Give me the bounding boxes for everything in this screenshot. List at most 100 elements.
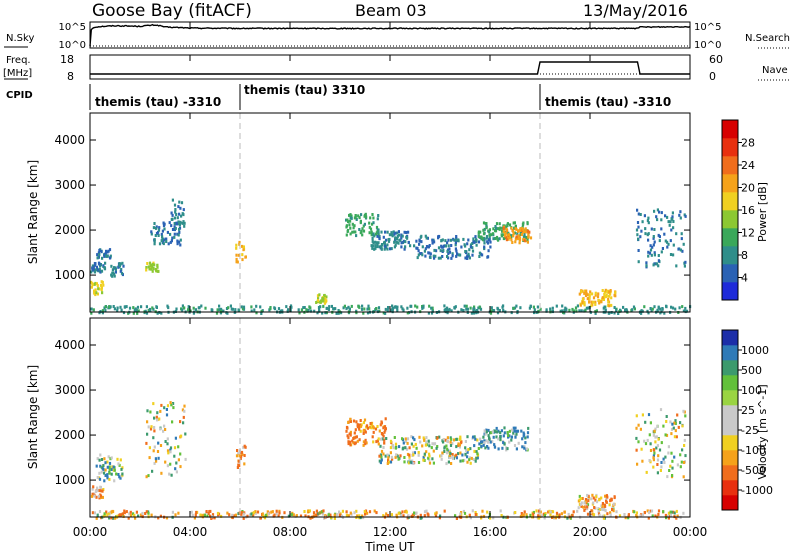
heat-cell xyxy=(300,308,303,312)
heat-cell xyxy=(476,452,479,456)
heat-cell xyxy=(513,306,517,310)
heat-cell xyxy=(358,514,361,518)
heat-cell xyxy=(505,448,508,452)
heat-cell xyxy=(240,512,243,516)
heat-cell xyxy=(101,489,104,493)
heat-cell xyxy=(653,251,656,255)
heat-cell xyxy=(515,304,518,308)
heat-cell xyxy=(468,458,471,462)
heat-cell xyxy=(383,240,386,244)
power-bg xyxy=(90,113,690,312)
heat-cell xyxy=(95,495,98,499)
heat-cell xyxy=(323,296,326,300)
heat-cell xyxy=(685,309,689,313)
heat-cell xyxy=(128,306,132,310)
heat-cell xyxy=(173,203,177,207)
heat-cell xyxy=(99,494,103,498)
heat-cell xyxy=(243,444,246,448)
heat-cell xyxy=(669,253,673,256)
heat-cell xyxy=(154,234,157,237)
y-tick-label: 1000 xyxy=(54,473,85,487)
heat-cell xyxy=(522,238,525,241)
nave-tick-high: 60 xyxy=(709,53,723,66)
heat-cell xyxy=(120,467,123,471)
heat-cell xyxy=(237,253,240,257)
heat-cell xyxy=(605,497,608,501)
heat-cell xyxy=(399,454,402,458)
heat-cell xyxy=(260,309,263,313)
heat-cell xyxy=(463,511,467,515)
heat-cell xyxy=(413,244,416,248)
heat-cell xyxy=(566,516,569,520)
heat-cell xyxy=(362,421,365,425)
heat-cell xyxy=(499,226,502,230)
heat-cell xyxy=(321,311,324,315)
heat-cell xyxy=(612,509,615,513)
heat-cell xyxy=(665,420,668,423)
heat-cell xyxy=(644,420,647,424)
heat-cell xyxy=(551,309,554,313)
heat-cell xyxy=(473,307,476,311)
heat-cell xyxy=(169,446,173,450)
heat-cell xyxy=(465,255,469,259)
heat-cell xyxy=(373,509,376,513)
heat-cell xyxy=(338,513,341,517)
heat-cell xyxy=(484,222,487,226)
heat-cell xyxy=(641,513,645,517)
heat-cell xyxy=(197,306,200,310)
heat-cell xyxy=(532,510,535,514)
heat-cell xyxy=(96,488,100,492)
heat-cell xyxy=(457,238,460,242)
heat-cell xyxy=(437,256,440,260)
heat-cell xyxy=(463,243,466,247)
heat-cell xyxy=(523,445,526,449)
heat-cell xyxy=(614,291,617,295)
heat-cell xyxy=(496,227,500,231)
heat-cell xyxy=(532,512,535,516)
heat-cell xyxy=(677,425,680,429)
heat-cell xyxy=(218,308,221,312)
heat-cell xyxy=(517,234,520,238)
heat-cell xyxy=(140,305,143,309)
heat-cell xyxy=(162,221,165,225)
heat-cell xyxy=(173,225,176,229)
heat-cell xyxy=(91,487,94,491)
heat-cell xyxy=(102,283,105,287)
heat-cell xyxy=(322,304,325,308)
heat-cell xyxy=(575,309,578,313)
heat-cell xyxy=(483,441,486,445)
heat-cell xyxy=(120,268,123,271)
heat-cell xyxy=(409,460,412,464)
heat-cell xyxy=(499,437,502,441)
heat-cell xyxy=(133,513,136,517)
heat-cell xyxy=(560,512,563,516)
heat-cell xyxy=(502,230,505,234)
heat-cell xyxy=(612,502,615,506)
heat-cell xyxy=(484,432,487,436)
heat-cell xyxy=(173,216,177,220)
heat-cell xyxy=(520,429,523,433)
heat-cell xyxy=(345,510,348,514)
heat-cell xyxy=(192,311,195,315)
heat-cell xyxy=(362,229,366,233)
heat-cell xyxy=(603,292,606,296)
heat-cell xyxy=(408,458,411,462)
heat-cell xyxy=(675,509,678,513)
heat-cell xyxy=(658,448,662,452)
heat-cell xyxy=(407,230,410,234)
heat-cell xyxy=(100,470,103,474)
heat-cell xyxy=(159,409,162,413)
heat-cell xyxy=(650,253,653,257)
heat-cell xyxy=(134,516,137,520)
heat-cell xyxy=(584,498,588,501)
heat-cell xyxy=(652,243,655,247)
heat-cell xyxy=(597,510,600,513)
heat-cell xyxy=(604,308,607,312)
heat-cell xyxy=(651,245,654,249)
heat-cell xyxy=(99,464,102,468)
heat-cell xyxy=(684,454,687,458)
heat-cell xyxy=(480,445,483,448)
heat-cell xyxy=(519,227,522,231)
heat-cell xyxy=(673,435,676,439)
heat-cell xyxy=(397,457,400,461)
